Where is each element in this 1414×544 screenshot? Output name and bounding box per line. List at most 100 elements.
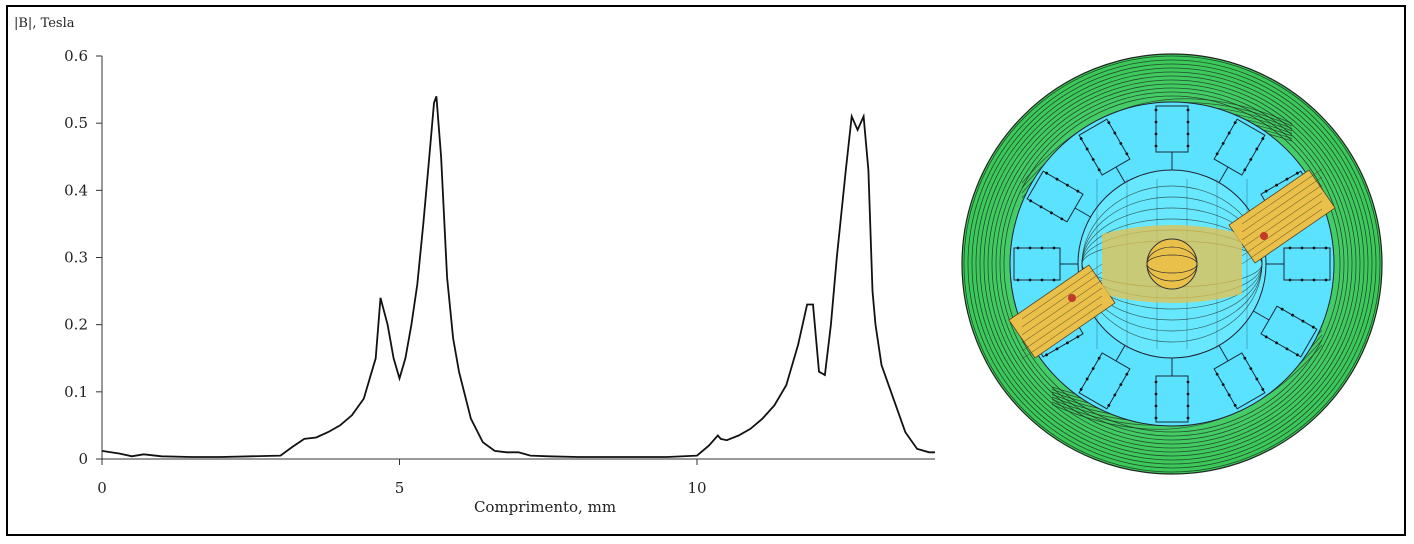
flux-line [1241,208,1323,265]
mesh-node [1091,158,1095,161]
mesh-node [1113,131,1117,135]
x-tick-label: 0 [97,479,107,497]
stator-slot [1026,170,1091,223]
mesh-node [1060,217,1064,221]
mesh-node [1154,392,1158,396]
flux-line [1003,95,1341,433]
flux-line [1021,303,1103,360]
mesh-node [1221,142,1225,145]
mesh-node [1255,147,1259,151]
mesh-node [1285,347,1289,351]
mesh-node [1055,177,1059,181]
mesh-node [1154,380,1158,384]
mesh-node [1040,278,1044,282]
flux-line [995,87,1349,441]
stator-slot [1078,345,1131,410]
mesh-node [1029,199,1033,203]
mesh-node [1119,383,1123,386]
mesh-node [1066,183,1069,187]
mesh-node [1154,108,1158,112]
mesh-node [1261,387,1265,391]
mesh-node [1186,416,1190,420]
mesh-node [1119,142,1123,145]
mesh-node [1300,246,1304,250]
mesh-node [1288,246,1292,250]
slot-tooth [1218,345,1229,362]
stator-slot [1253,305,1318,358]
slot-tooth [1115,345,1126,362]
mesh-node [1040,246,1044,250]
mesh-node [1055,347,1059,351]
mesh-node [1264,189,1268,193]
mesh-node [1076,335,1080,339]
mesh-node [1243,168,1247,172]
mesh-node [1107,403,1111,407]
mesh-node [1154,416,1158,420]
mesh-node [1243,356,1247,360]
flux-line [1021,295,1103,352]
mesh-node [1311,325,1315,329]
flux-line [1081,185,1263,343]
slot-tooth [1115,166,1126,183]
mesh-node [1233,121,1237,125]
flux-line [1021,287,1103,344]
series-line-b-field [101,95,935,458]
y-axis-label: |B|, Tesla [14,16,75,31]
mesh-node [1097,356,1101,360]
mesh-node [1016,246,1020,250]
mesh-node [1186,392,1190,396]
mesh-node [1079,387,1083,391]
mesh-node [1324,246,1328,250]
y-tick-label: 0.2 [64,316,88,334]
flux-line [1021,271,1103,328]
slot-tooth [1253,310,1270,321]
flux-line [999,91,1345,437]
mesh-node [1291,313,1294,317]
motor-cross-section-figure [961,53,1383,475]
mesh-node [1215,372,1219,376]
flux-line [1241,200,1323,257]
mesh-node [1186,144,1190,148]
y-tick-label: 0.3 [64,249,88,267]
mesh-node [1280,307,1284,311]
mesh-node [1255,377,1259,381]
mesh-node [1285,177,1289,181]
slot-outline [1260,305,1318,358]
y-tick-label: 0 [78,450,88,468]
mesh-node [1233,403,1237,407]
mesh-node [1066,341,1069,345]
flux-line [1146,254,1198,274]
mesh-node [1079,137,1083,141]
high-field-band-left [1008,264,1116,359]
mesh-node [1275,183,1278,187]
mesh-node [1301,319,1305,323]
mesh-node [1113,393,1117,397]
flux-line [1241,184,1323,241]
stator-slot [1213,345,1266,410]
mesh-node [1288,278,1292,282]
mesh-node [1295,171,1299,175]
mesh-node [1249,367,1253,370]
flux-line [971,63,1373,465]
mesh-node [1261,137,1265,141]
mesh-node [1107,121,1111,125]
stator-slot [1213,118,1266,183]
stator-slot [1078,118,1131,183]
flux-line [983,75,1361,453]
slot-outline [1026,170,1084,223]
flux-line [963,55,1381,473]
flux-line [1021,263,1103,320]
flux-line [991,83,1353,445]
mesh-node [1227,131,1231,135]
mesh-node [1125,152,1129,156]
mesh-node [1324,278,1328,282]
mesh-node [1215,152,1219,156]
mesh-node [1052,278,1056,282]
x-tick-label: 5 [395,479,405,497]
mesh-node [1091,367,1095,370]
mesh-node [1016,278,1020,282]
mesh-node [1052,246,1056,250]
stator-slot [1154,105,1190,170]
mesh-node [1186,108,1190,112]
